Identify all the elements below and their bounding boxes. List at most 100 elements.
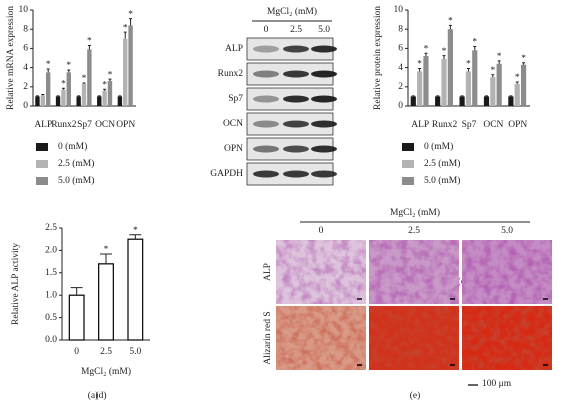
x-tick-label: OPN [508, 120, 527, 130]
legend-label: 5.0 (mM) [424, 175, 460, 186]
bar [447, 29, 453, 107]
significance-mark: * [424, 44, 429, 54]
error-bar [100, 253, 112, 264]
bar [514, 83, 520, 106]
stain-texture [369, 240, 459, 304]
y-tick-label: 6 [23, 44, 28, 54]
column-label: 2.5 [408, 226, 420, 236]
x-tick-label: Sp7 [462, 120, 477, 130]
blot-row-label: ALP [225, 44, 243, 54]
stain-texture [462, 240, 552, 304]
legend-label: 0 (mM) [424, 141, 453, 152]
bar [472, 50, 478, 106]
significance-mark: * [448, 17, 453, 27]
significance-mark: * [108, 70, 113, 80]
error-bar [129, 18, 133, 26]
bar [61, 89, 66, 106]
blot-row-label: GAPDH [210, 169, 243, 179]
bar [45, 72, 51, 106]
significance-mark: * [66, 61, 71, 71]
legend-label: 0 (mM) [58, 141, 87, 152]
stain-texture [369, 306, 459, 370]
error-bar [41, 93, 45, 96]
error-bar [82, 82, 86, 84]
blot-band [253, 45, 279, 53]
row-label: ALP [263, 263, 273, 281]
y-tick-label: 8 [23, 24, 28, 34]
error-bar [61, 87, 65, 90]
bar [68, 294, 85, 341]
blot-band [283, 45, 309, 53]
legend-swatch [402, 143, 414, 151]
x-tick-label: ALP [34, 120, 52, 130]
legend-swatch [36, 143, 48, 151]
panel-label: (d) [95, 390, 106, 401]
blot-row-label: Runx2 [218, 69, 244, 79]
error-bar [418, 68, 422, 72]
staining-header: MgCl₂ (mM) [390, 207, 440, 218]
blot-band [283, 95, 309, 103]
bar [508, 96, 514, 106]
bar [81, 83, 87, 106]
blot-band [283, 70, 309, 78]
blot-band [311, 120, 337, 128]
significance-mark: * [61, 79, 66, 89]
bar [102, 90, 107, 106]
legend-label: 2.5 (mM) [424, 158, 460, 169]
y-tick-label: 6 [398, 44, 403, 54]
error-bar [123, 31, 127, 39]
y-tick-label: 0 [398, 101, 403, 111]
significance-mark: * [466, 60, 471, 70]
error-bar [108, 78, 112, 82]
bar [465, 71, 472, 106]
significance-mark: * [133, 226, 138, 236]
error-bar [87, 45, 91, 50]
significance-mark: * [123, 23, 128, 33]
blot-band [311, 70, 337, 78]
error-bar [473, 45, 477, 51]
x-tick-label: Runx2 [51, 120, 77, 130]
bar [435, 96, 441, 106]
stain-texture [462, 306, 552, 370]
x-tick-label: OCN [95, 120, 115, 130]
significance-mark: * [521, 54, 526, 64]
bar [128, 25, 133, 106]
significance-mark: * [87, 37, 92, 47]
bar [55, 96, 61, 106]
bar [35, 96, 40, 106]
error-bar [522, 62, 526, 65]
bar [40, 95, 46, 106]
panel-label: (e) [410, 390, 421, 401]
column-label: 5.0 [501, 226, 513, 236]
y-tick-label: 10 [19, 5, 29, 15]
bar [459, 96, 465, 106]
y-tick-label: 0.0 [45, 335, 57, 345]
y-tick-label: 0.5 [45, 313, 57, 323]
bar [423, 56, 429, 106]
error-bar [491, 74, 495, 78]
error-bar [466, 68, 470, 72]
error-bar [46, 68, 50, 73]
significance-mark: * [128, 10, 133, 20]
y-tick-label: 1.5 [45, 268, 57, 278]
x-tick-label: OCN [483, 120, 503, 130]
bar [496, 63, 502, 106]
y-tick-label: 2.0 [45, 246, 57, 256]
scale-bar-label: 100 μm [482, 379, 512, 389]
error-bar [442, 55, 446, 59]
error-bar [67, 69, 71, 73]
lane-label: 5.0 [318, 25, 330, 35]
x-tick-label: Runx2 [432, 120, 458, 130]
x-tick-label: 2.5 [100, 347, 112, 357]
bar [441, 58, 447, 106]
error-bar [424, 52, 428, 57]
x-tick-label: 5.0 [129, 347, 141, 357]
bar [98, 263, 114, 341]
bar [87, 49, 92, 106]
stain-texture [276, 240, 366, 304]
x-tick-label: ALP [411, 120, 429, 130]
significance-mark: * [104, 245, 109, 255]
legend-swatch [36, 177, 48, 185]
